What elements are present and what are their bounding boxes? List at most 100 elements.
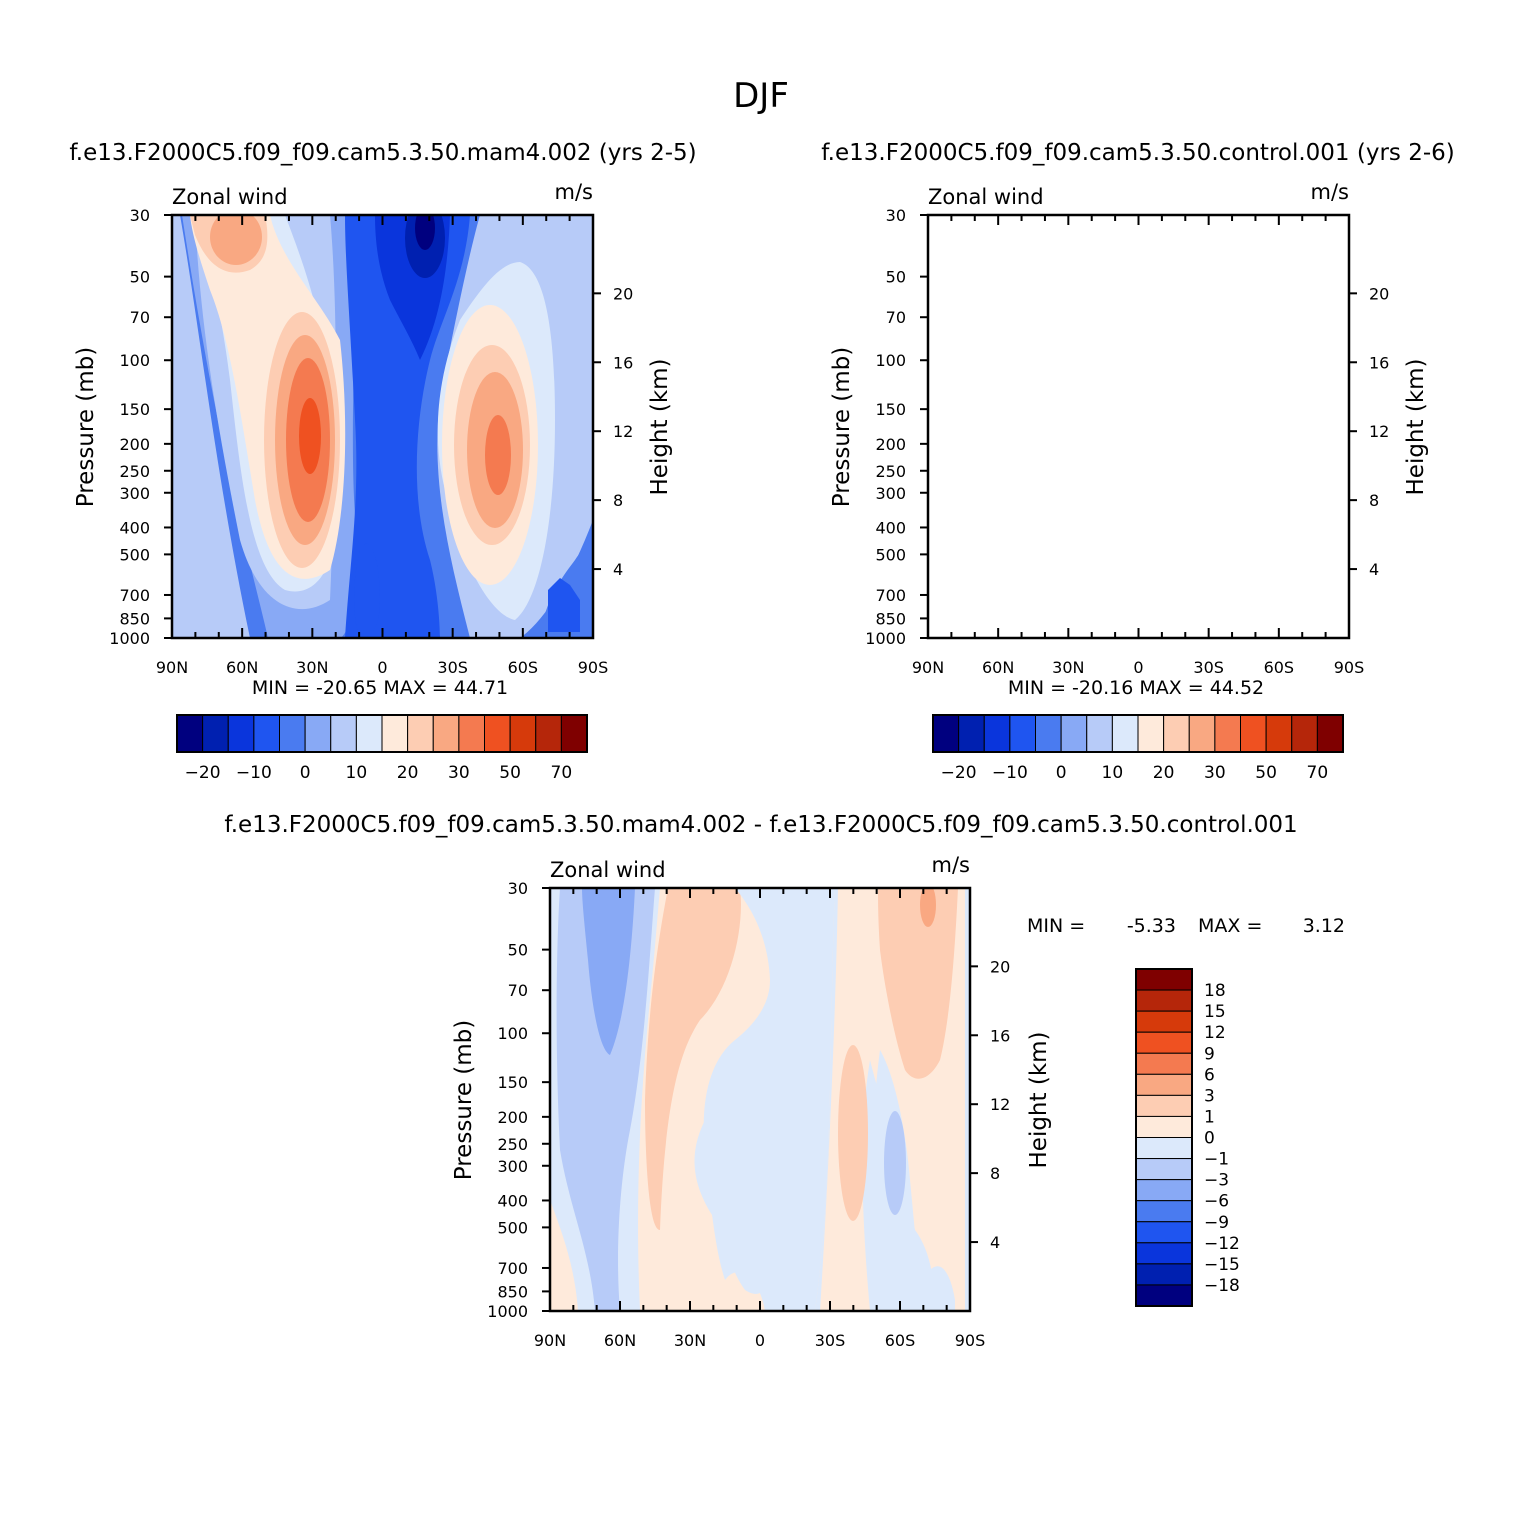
y-tick-label: 100	[875, 351, 906, 370]
y2-axis-ticks: 20 16 12 8 4	[1349, 284, 1389, 579]
left-label: Zonal wind	[928, 185, 1044, 209]
y2-tick-label: 4	[990, 1233, 1000, 1252]
units-label: m/s	[932, 853, 970, 877]
colorbar-label: −20	[941, 763, 977, 783]
x-axis-ticks: 90N 60N 30N 0 30S 60S 90S	[912, 215, 1364, 677]
x-tick-label: 60S	[508, 658, 539, 677]
y-tick-label: 50	[886, 268, 906, 287]
x-tick-label: 30N	[674, 1331, 706, 1350]
colorbar-label: 0	[1056, 763, 1067, 783]
y-tick-label: 200	[875, 435, 906, 454]
x-tick-label: 60S	[885, 1331, 916, 1350]
colorbar-swatch	[1240, 714, 1267, 753]
colorbar-swatch	[509, 714, 537, 753]
contour-band	[1101, 215, 1226, 638]
contour-band	[703, 888, 835, 1311]
x-tick-label: 90N	[156, 658, 188, 677]
colorbar-swatch	[432, 714, 460, 753]
contour-band	[172, 215, 250, 638]
panel-title: f.e13.F2000C5.f09_f09.cam5.3.50.mam4.002…	[224, 812, 1297, 838]
colorbar-swatch	[1135, 1200, 1193, 1223]
page-title: DJF	[733, 76, 789, 116]
colorbar-label: 18	[1204, 981, 1226, 1001]
x-tick-label: 0	[377, 658, 387, 677]
y-tick-label: 70	[130, 308, 150, 327]
colorbar-swatch	[304, 714, 332, 753]
colorbar-label: −10	[992, 763, 1028, 783]
x-tick-label: 90N	[534, 1331, 566, 1350]
plot-frame	[926, 213, 1351, 640]
colorbar-swatch	[1135, 1010, 1193, 1033]
y2-tick-label: 12	[613, 422, 633, 441]
y-tick-label: 150	[119, 400, 150, 419]
colorbar-label: 50	[1255, 763, 1277, 783]
y-tick-label: 50	[508, 941, 528, 960]
colorbar-swatch	[1135, 989, 1193, 1012]
contour-band	[1194, 262, 1311, 620]
y-tick-label: 1000	[109, 629, 150, 648]
colorbar-label: −12	[1204, 1234, 1240, 1254]
y-axis-title: Pressure (mb)	[829, 347, 855, 507]
colorbar-label: −3	[1204, 1171, 1229, 1191]
contour-band	[556, 888, 655, 1311]
contour-band	[1223, 372, 1279, 528]
colorbar: −20 −10 0 10 20 30 50 70	[176, 714, 588, 783]
min-label: MIN =	[1027, 915, 1085, 937]
y-tick-label: 30	[130, 206, 150, 225]
contour-band	[415, 215, 435, 250]
y-tick-label: 500	[497, 1218, 528, 1237]
colorbar-label: 30	[448, 763, 470, 783]
contour-band	[354, 543, 380, 638]
field-background	[928, 215, 1349, 638]
min-max-stats: MIN = -20.65 MAX = 44.71	[252, 677, 508, 699]
x-tick-label: 90S	[1334, 658, 1365, 677]
panel-control: f.e13.F2000C5.f09_f09.cam5.3.50.control.…	[821, 140, 1455, 783]
left-label: Zonal wind	[172, 185, 288, 209]
y2-tick-label: 16	[613, 353, 633, 372]
y-tick-label: 30	[886, 206, 906, 225]
colorbar-label: 12	[1204, 1023, 1226, 1043]
y-tick-label: 100	[497, 1024, 528, 1043]
panel-difference: f.e13.F2000C5.f09_f09.cam5.3.50.mam4.002…	[224, 812, 1345, 1350]
colorbar-swatch	[1009, 714, 1036, 753]
y2-tick-label: 4	[613, 560, 623, 579]
panel-title: f.e13.F2000C5.f09_f09.cam5.3.50.control.…	[821, 140, 1455, 166]
y-axis-title: Pressure (mb)	[451, 1020, 477, 1180]
colorbar-label: −15	[1204, 1255, 1240, 1275]
y-tick-label: 70	[508, 981, 528, 1000]
contour-band	[345, 215, 470, 638]
colorbar-frame	[932, 714, 1344, 753]
colorbar-label: 0	[1204, 1129, 1215, 1149]
y2-tick-label: 8	[1369, 491, 1379, 510]
colorbar-swatch	[535, 714, 562, 753]
y-tick-label: 250	[497, 1135, 528, 1154]
x-tick-label: 60S	[1264, 658, 1295, 677]
y-tick-label: 500	[119, 545, 150, 564]
colorbar-label: 50	[499, 763, 521, 783]
y-tick-label: 200	[497, 1108, 528, 1127]
colorbar-label: 9	[1204, 1044, 1215, 1064]
panel-title: f.e13.F2000C5.f09_f09.cam5.3.50.mam4.002…	[69, 140, 696, 166]
y2-tick-label: 20	[1369, 284, 1389, 303]
colorbar-swatch	[1265, 714, 1293, 753]
colorbar-label: 10	[346, 763, 368, 783]
contour-band	[1210, 345, 1286, 545]
x-axis-ticks: 90N 60N 30N 0 30S 60S 90S	[534, 888, 985, 1350]
colorbar-label: 3	[1204, 1086, 1215, 1106]
y-tick-label: 400	[119, 518, 150, 537]
colorbar-swatch	[1214, 714, 1241, 753]
y2-tick-label: 4	[1369, 560, 1379, 579]
contour-band	[951, 215, 1092, 609]
y2-tick-label: 16	[1369, 353, 1389, 372]
contour-band	[1296, 540, 1349, 638]
y2-axis-title: Height (km)	[647, 358, 673, 495]
units-label: m/s	[555, 180, 593, 204]
y2-axis-title: Height (km)	[1403, 358, 1429, 495]
y-tick-label: 850	[497, 1282, 528, 1301]
colorbar-swatch	[1135, 1284, 1193, 1307]
colorbar-swatch	[1135, 1094, 1193, 1117]
colorbar-swatch	[1135, 1137, 1193, 1160]
min-max-stats: MIN = -20.16 MAX = 44.52	[1008, 677, 1264, 699]
